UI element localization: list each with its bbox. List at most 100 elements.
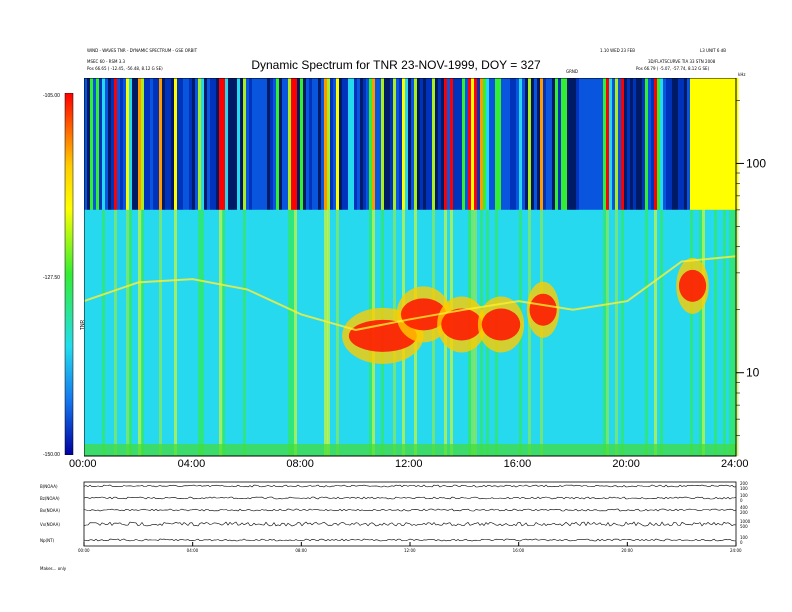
- spectrum-column-upper: [138, 78, 142, 210]
- spectrum-column-upper: [630, 78, 634, 210]
- header-left-info-3: Pos 66.65 ( -12.45, -56.48, 8.12 G SE): [87, 66, 163, 71]
- spectrum-column-lower: [657, 209, 661, 456]
- spectrum-column-upper: [150, 78, 154, 210]
- spectrum-column-upper: [330, 78, 334, 210]
- spectrum-column-upper: [405, 78, 409, 210]
- solar-wind-panels: [83, 481, 737, 547]
- spectrum-column-upper: [294, 78, 298, 210]
- spectrum-column-upper: [144, 78, 148, 210]
- spectrum-column-lower: [219, 209, 223, 456]
- spectrum-column-lower: [552, 209, 556, 456]
- spectrum-column-upper: [489, 78, 493, 210]
- spectrum-column-lower: [567, 209, 571, 456]
- spectrum-column-lower: [681, 209, 685, 456]
- spectrum-column-lower: [189, 209, 193, 456]
- spectrum-column-upper: [543, 78, 547, 210]
- panel-label: Vx(NOAA): [40, 522, 60, 527]
- spectrum-column-lower: [93, 209, 97, 456]
- spectrum-column-upper: [309, 78, 313, 210]
- spectrum-column-lower: [663, 209, 667, 456]
- spectrum-column-upper: [699, 78, 703, 210]
- burst-core: [529, 293, 557, 326]
- spectrum-column-upper: [336, 78, 340, 210]
- spectrum-column-upper: [351, 78, 355, 210]
- spectrum-column-upper: [711, 78, 715, 210]
- spectrum-column-upper: [477, 78, 481, 210]
- x-tick-label: 00:00: [69, 458, 97, 470]
- spectrum-column-upper: [180, 78, 184, 210]
- panel-right-tick: 200: [740, 481, 748, 486]
- panel-right-tick: 0: [740, 540, 743, 545]
- spectrum-column-upper: [618, 78, 622, 210]
- panels-frame: [83, 481, 737, 547]
- spectrum-column-upper: [318, 78, 322, 210]
- spectrum-column-upper: [615, 78, 619, 210]
- spectrum-column-lower: [228, 209, 232, 456]
- spectrum-column-upper: [471, 78, 475, 210]
- spectrum-column-upper: [621, 78, 625, 210]
- spectrum-column-upper: [393, 78, 397, 210]
- spectrum-column-upper: [645, 78, 649, 210]
- spectrum-column-upper: [603, 78, 607, 210]
- spectrum-column-lower: [648, 209, 652, 456]
- spectrum-column-lower: [735, 209, 739, 456]
- x-tick-label: 08:00: [286, 458, 314, 470]
- spectrum-column-lower: [684, 209, 688, 456]
- spectrum-column-upper: [486, 78, 490, 210]
- spectrum-column-lower: [636, 209, 640, 456]
- spectrum-column-lower: [186, 209, 190, 456]
- spectrum-column-upper: [675, 78, 679, 210]
- spectrum-column-upper: [423, 78, 427, 210]
- panel-right-tick: 100: [740, 535, 748, 540]
- spectrum-column-lower: [318, 209, 322, 456]
- spectrum-column-lower: [642, 209, 646, 456]
- spectrum-column-upper: [672, 78, 676, 210]
- spectrum-column-upper: [558, 78, 562, 210]
- x-tick-label: 20:00: [612, 458, 640, 470]
- spectrum-column-upper: [573, 78, 577, 210]
- spectrum-column-lower: [558, 209, 562, 456]
- spectrum-column-lower: [111, 209, 115, 456]
- spectrum-column-upper: [387, 78, 391, 210]
- spectrum-column-upper: [519, 78, 523, 210]
- colorbar: [64, 93, 74, 455]
- spectrum-column-lower: [327, 209, 331, 456]
- spectrum-column-upper: [414, 78, 418, 210]
- spectrum-column-upper: [306, 78, 310, 210]
- low-frequency-band: [84, 444, 736, 456]
- spectrum-column-upper: [216, 78, 220, 210]
- spectrum-column-upper: [372, 78, 376, 210]
- spectrum-column-upper: [606, 78, 610, 210]
- spectrum-column-upper: [225, 78, 229, 210]
- spectrum-column-upper: [177, 78, 181, 210]
- panel-label: B(NOAA): [40, 484, 58, 489]
- spectrum-column-upper: [402, 78, 406, 210]
- spectrum-column-upper: [429, 78, 433, 210]
- colorbar-tick-bottom: -150.00: [43, 452, 60, 458]
- spectrum-column-lower: [105, 209, 109, 456]
- spectrum-column-upper: [687, 78, 691, 210]
- spectrum-column-lower: [675, 209, 679, 456]
- spectrum-column-upper: [201, 78, 205, 210]
- spectrum-column-upper: [324, 78, 328, 210]
- spectrum-column-lower: [300, 209, 304, 456]
- spectrum-column-upper: [342, 78, 346, 210]
- spectrum-column-upper: [714, 78, 718, 210]
- spectrum-column-lower: [222, 209, 226, 456]
- spectrum-column-upper: [417, 78, 421, 210]
- spectrum-column-lower: [96, 209, 100, 456]
- panel-right-tick: 100: [740, 486, 748, 491]
- spectrum-column-lower: [156, 209, 160, 456]
- panel-label: Bx(NOAA): [40, 508, 60, 513]
- spectrum-column-lower: [177, 209, 181, 456]
- spectrum-column-upper: [165, 78, 169, 210]
- spectrum-column-upper: [636, 78, 640, 210]
- spectrum-column-upper: [585, 78, 589, 210]
- spectrum-column-upper: [171, 78, 175, 210]
- spectrum-column-upper: [693, 78, 697, 210]
- spectrum-column-upper: [411, 78, 415, 210]
- spectrum-column-upper: [312, 78, 316, 210]
- header-right-info-2: L3 UNIT 6 dB: [700, 48, 726, 53]
- header-right-info-4: Pos 66.79 ( -5.07, -57.74, 8.12 G SE): [636, 66, 710, 71]
- spectrum-column-lower: [261, 209, 265, 456]
